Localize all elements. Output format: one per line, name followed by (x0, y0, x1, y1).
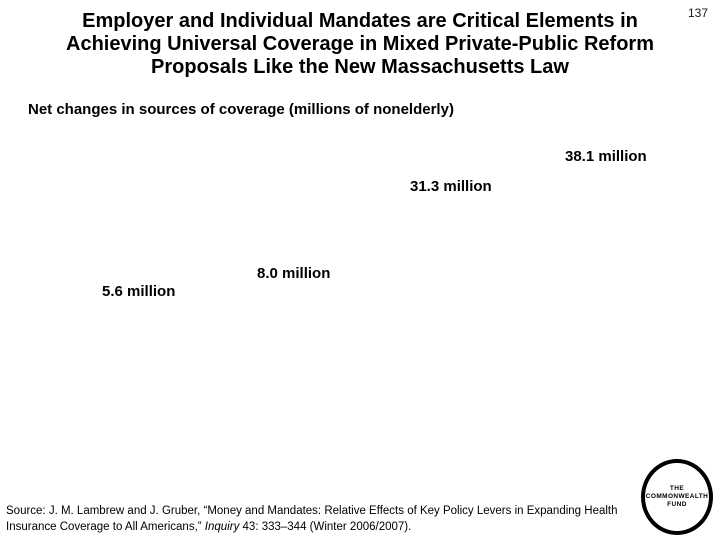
title-line-1: Employer and Individual Mandates are Cri… (82, 10, 638, 32)
data-label-38-1-million: 38.1 million (565, 148, 647, 165)
slide-title: Employer and Individual Mandates are Cri… (0, 10, 720, 79)
title-line-2: Achieving Universal Coverage in Mixed Pr… (66, 33, 654, 55)
page-number: 137 (688, 6, 709, 20)
data-label-8-0-million: 8.0 million (257, 265, 331, 282)
commonwealth-fund-logo: THE COMMONWEALTH FUND (641, 459, 713, 535)
source-text-suffix: 43: 333–344 (Winter 2006/2007). (239, 520, 412, 533)
data-label-5-6-million: 5.6 million (102, 283, 176, 300)
data-label-31-3-million: 31.3 million (410, 178, 492, 195)
logo-text: THE COMMONWEALTH FUND (646, 485, 708, 509)
logo-line-2: COMMONWEALTH (645, 493, 709, 500)
title-line-3: Proposals Like the New Massachusetts Law (151, 56, 569, 78)
chart-subtitle: Net changes in sources of coverage (mill… (28, 101, 454, 118)
logo-line-1: THE (669, 485, 685, 492)
logo-line-3: FUND (667, 501, 687, 508)
source-text-prefix: Source: J. M. Lambrew and J. Gruber, “Mo… (6, 505, 618, 533)
source-note: Source: J. M. Lambrew and J. Gruber, “Mo… (6, 504, 626, 535)
journal-name: Inquiry (204, 520, 240, 533)
